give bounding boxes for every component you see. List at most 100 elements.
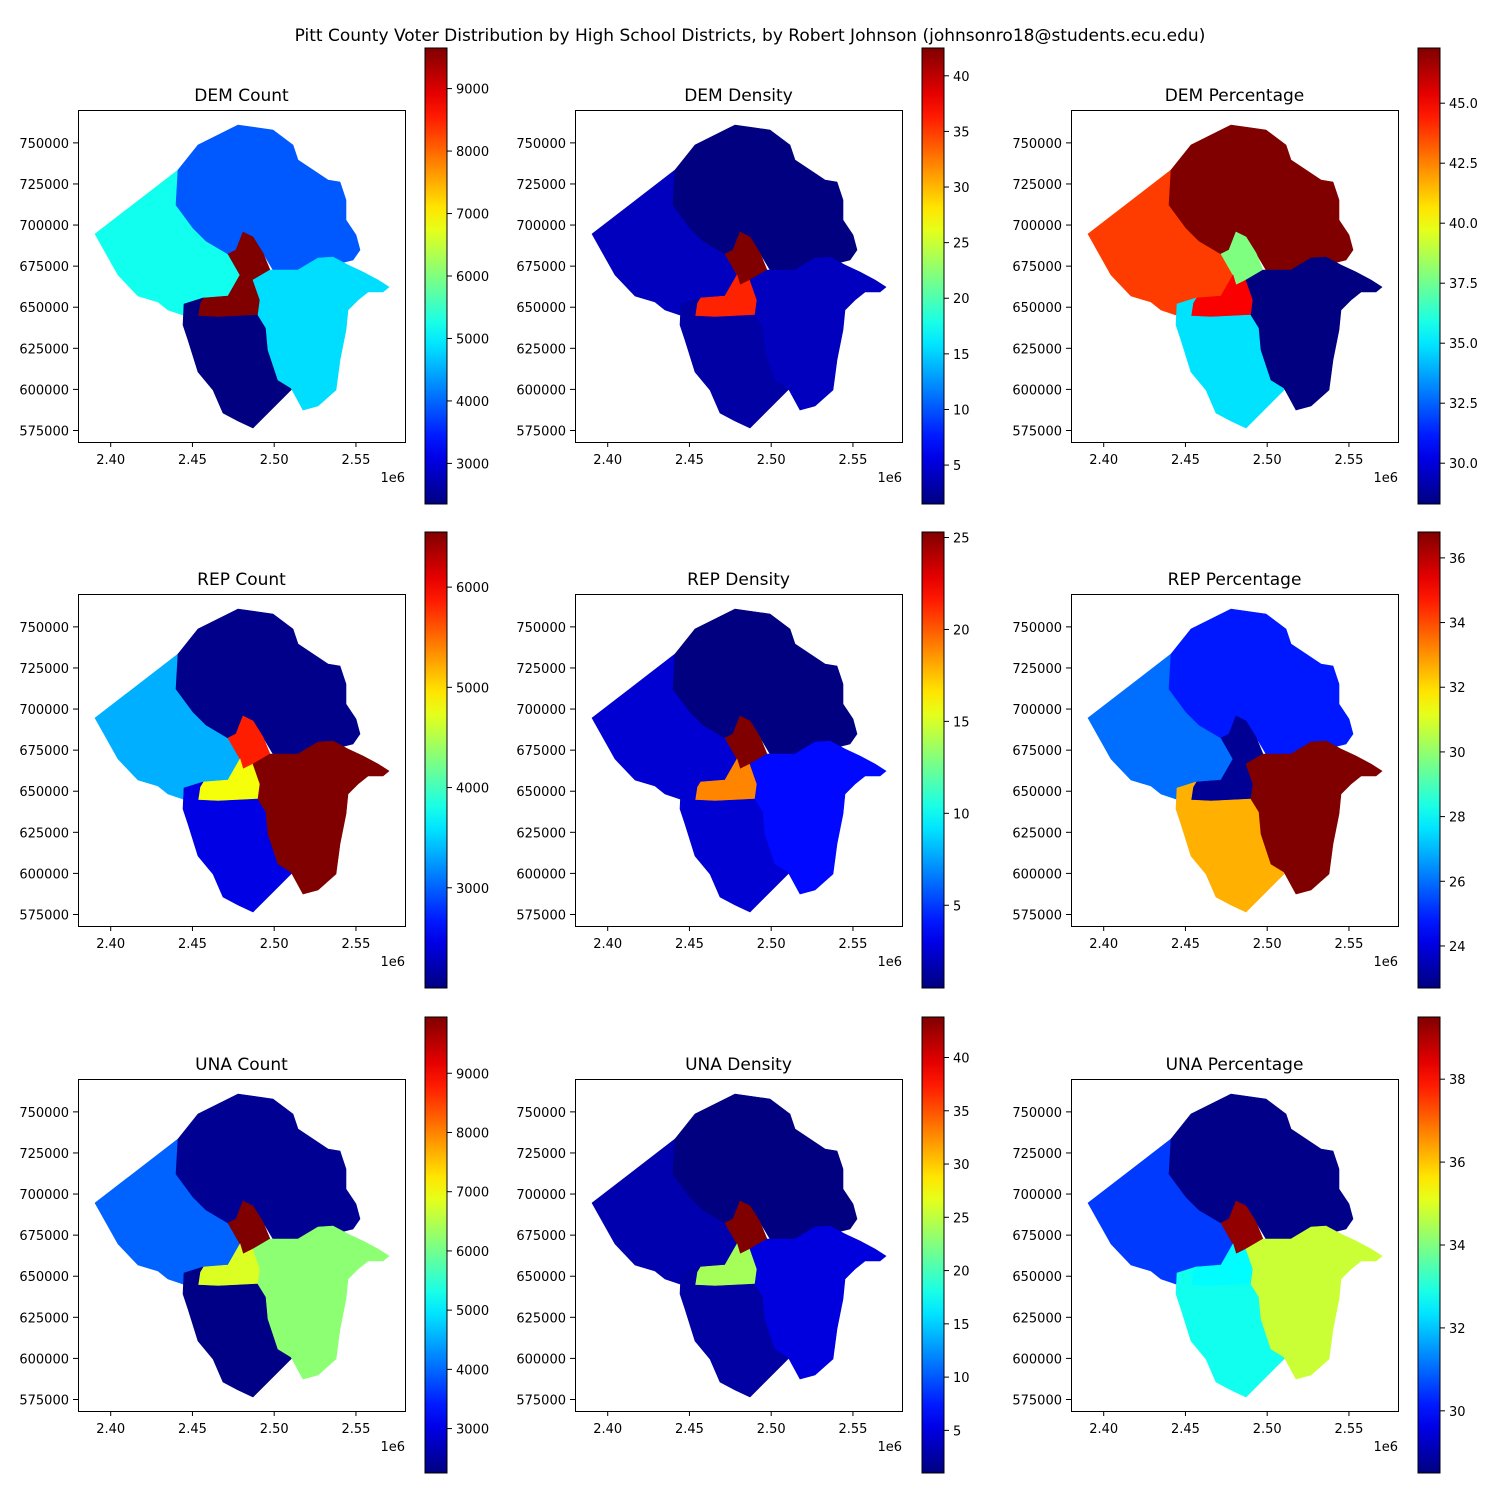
map-panel: DEM Density 2.40 2.45 2.50 2.55 1e6 575000 6000… (516, 47, 970, 505)
axes-frame (1071, 1079, 1399, 1412)
x-tick-label: 2.40 (96, 1422, 125, 1437)
colorbar-tick-label: 4000 (456, 395, 489, 410)
colorbar-tick-label: 36 (1449, 1156, 1466, 1171)
y-tick-label: 675000 (516, 744, 566, 759)
colorbar-tick-label: 35 (953, 1105, 970, 1120)
panel-title: UNA Percentage (1166, 1055, 1304, 1075)
y-tick-label: 750000 (19, 621, 69, 636)
axes-frame (575, 1079, 903, 1412)
map-panel: DEM Percentage 2.40 2.45 2.50 2.55 1e6 575000 6… (1012, 47, 1478, 505)
x-tick-label: 2.55 (341, 1422, 370, 1437)
x-tick-label: 2.40 (593, 453, 622, 468)
x-tick-label: 2.40 (1089, 453, 1118, 468)
y-tick-label: 625000 (516, 342, 566, 357)
y-tick-label: 600000 (1012, 867, 1062, 882)
y-tick-label: 650000 (1012, 301, 1062, 316)
map-panel: REP Count 2.40 2.45 2.50 2.55 1e6 575000 600000… (19, 531, 489, 989)
x-tick-label: 2.40 (96, 937, 125, 952)
x-tick-label: 2.55 (1334, 1422, 1363, 1437)
axes-frame (1071, 594, 1399, 927)
y-tick-label: 650000 (19, 301, 69, 316)
colorbar-tick-label: 10 (953, 403, 970, 418)
y-tick-label: 750000 (1012, 1106, 1062, 1121)
y-tick-label: 650000 (19, 785, 69, 800)
y-tick-label: 600000 (1012, 383, 1062, 398)
y-tick-label: 650000 (516, 1270, 566, 1285)
y-tick-label: 625000 (516, 1311, 566, 1326)
x-tick-label: 2.50 (260, 1422, 289, 1437)
colorbar-tick-label: 4000 (456, 782, 489, 797)
map-panel: REP Density 2.40 2.45 2.50 2.55 1e6 575000 6000… (516, 531, 970, 989)
district-southeast (1245, 1225, 1383, 1380)
panel-title: DEM Count (194, 86, 289, 106)
x-tick-label: 2.50 (757, 937, 786, 952)
y-tick-label: 575000 (19, 1393, 69, 1408)
x-offset-label: 1e6 (1373, 1440, 1398, 1455)
x-tick-label: 2.40 (1089, 1422, 1118, 1437)
y-tick-label: 600000 (516, 1352, 566, 1367)
y-tick-label: 675000 (1012, 1229, 1062, 1244)
x-tick-label: 2.55 (838, 453, 867, 468)
map-panel: REP Percentage 2.40 2.45 2.50 2.55 1e6 575000 6… (1012, 531, 1466, 989)
colorbar-tick-label: 6000 (456, 270, 489, 285)
x-tick-label: 2.50 (1253, 937, 1282, 952)
axes-frame (575, 594, 903, 927)
x-tick-label: 2.40 (593, 937, 622, 952)
colorbar-tick-label: 3000 (456, 882, 489, 897)
y-tick-label: 700000 (1012, 1188, 1062, 1203)
colorbar-tick-label: 7000 (456, 208, 489, 223)
colorbar-tick-label: 35.0 (1449, 337, 1478, 352)
panel-title: UNA Density (685, 1055, 792, 1075)
colorbar-tick-label: 7000 (456, 1186, 489, 1201)
x-tick-label: 2.45 (178, 453, 207, 468)
colorbar-tick-label: 10 (953, 807, 970, 822)
panel-title: UNA Count (195, 1055, 288, 1075)
x-offset-label: 1e6 (380, 471, 405, 486)
x-tick-label: 2.45 (675, 1422, 704, 1437)
colorbar-tick-label: 10 (953, 1371, 970, 1386)
colorbar (424, 1016, 448, 1474)
colorbar (1417, 47, 1441, 505)
axes-frame (78, 110, 406, 443)
colorbar-tick-label: 32 (1449, 1322, 1466, 1337)
district-southeast (749, 740, 887, 895)
district-southeast (749, 1225, 887, 1380)
colorbar-tick-label: 45.0 (1449, 97, 1478, 112)
y-tick-label: 600000 (516, 383, 566, 398)
district-southeast (252, 1225, 390, 1380)
map-panel: UNA Count 2.40 2.45 2.50 2.55 1e6 575000 600000… (19, 1016, 489, 1474)
colorbar-tick-label: 9000 (456, 83, 489, 98)
x-tick-label: 2.45 (1171, 1422, 1200, 1437)
x-tick-label: 2.50 (757, 453, 786, 468)
y-tick-label: 625000 (19, 342, 69, 357)
colorbar-tick-label: 34 (1449, 617, 1466, 632)
y-tick-label: 600000 (19, 867, 69, 882)
colorbar-tick-label: 15 (953, 1318, 970, 1333)
map-panel: UNA Density 2.40 2.45 2.50 2.55 1e6 575000 6000… (516, 1016, 970, 1474)
panel-title: REP Percentage (1168, 570, 1302, 590)
y-tick-label: 650000 (1012, 785, 1062, 800)
x-tick-label: 2.45 (1171, 937, 1200, 952)
y-tick-label: 750000 (1012, 621, 1062, 636)
y-tick-label: 575000 (19, 424, 69, 439)
x-tick-label: 2.50 (260, 453, 289, 468)
district-southeast (749, 256, 887, 411)
y-tick-label: 700000 (516, 703, 566, 718)
district-southeast (1245, 740, 1383, 895)
y-tick-label: 750000 (19, 137, 69, 152)
y-tick-label: 750000 (19, 1106, 69, 1121)
x-tick-label: 2.50 (757, 1422, 786, 1437)
x-tick-label: 2.55 (838, 937, 867, 952)
axes-frame (1071, 110, 1399, 443)
colorbar (1417, 1016, 1441, 1474)
y-tick-label: 725000 (1012, 662, 1062, 677)
x-tick-label: 2.50 (1253, 1422, 1282, 1437)
colorbar-tick-label: 5000 (456, 332, 489, 347)
colorbar-tick-label: 34 (1449, 1239, 1466, 1254)
colorbar (921, 531, 945, 989)
colorbar-tick-label: 20 (953, 292, 970, 307)
panel-title: REP Count (197, 570, 286, 590)
district-southeast (252, 256, 390, 411)
panel-title: REP Density (687, 570, 790, 590)
